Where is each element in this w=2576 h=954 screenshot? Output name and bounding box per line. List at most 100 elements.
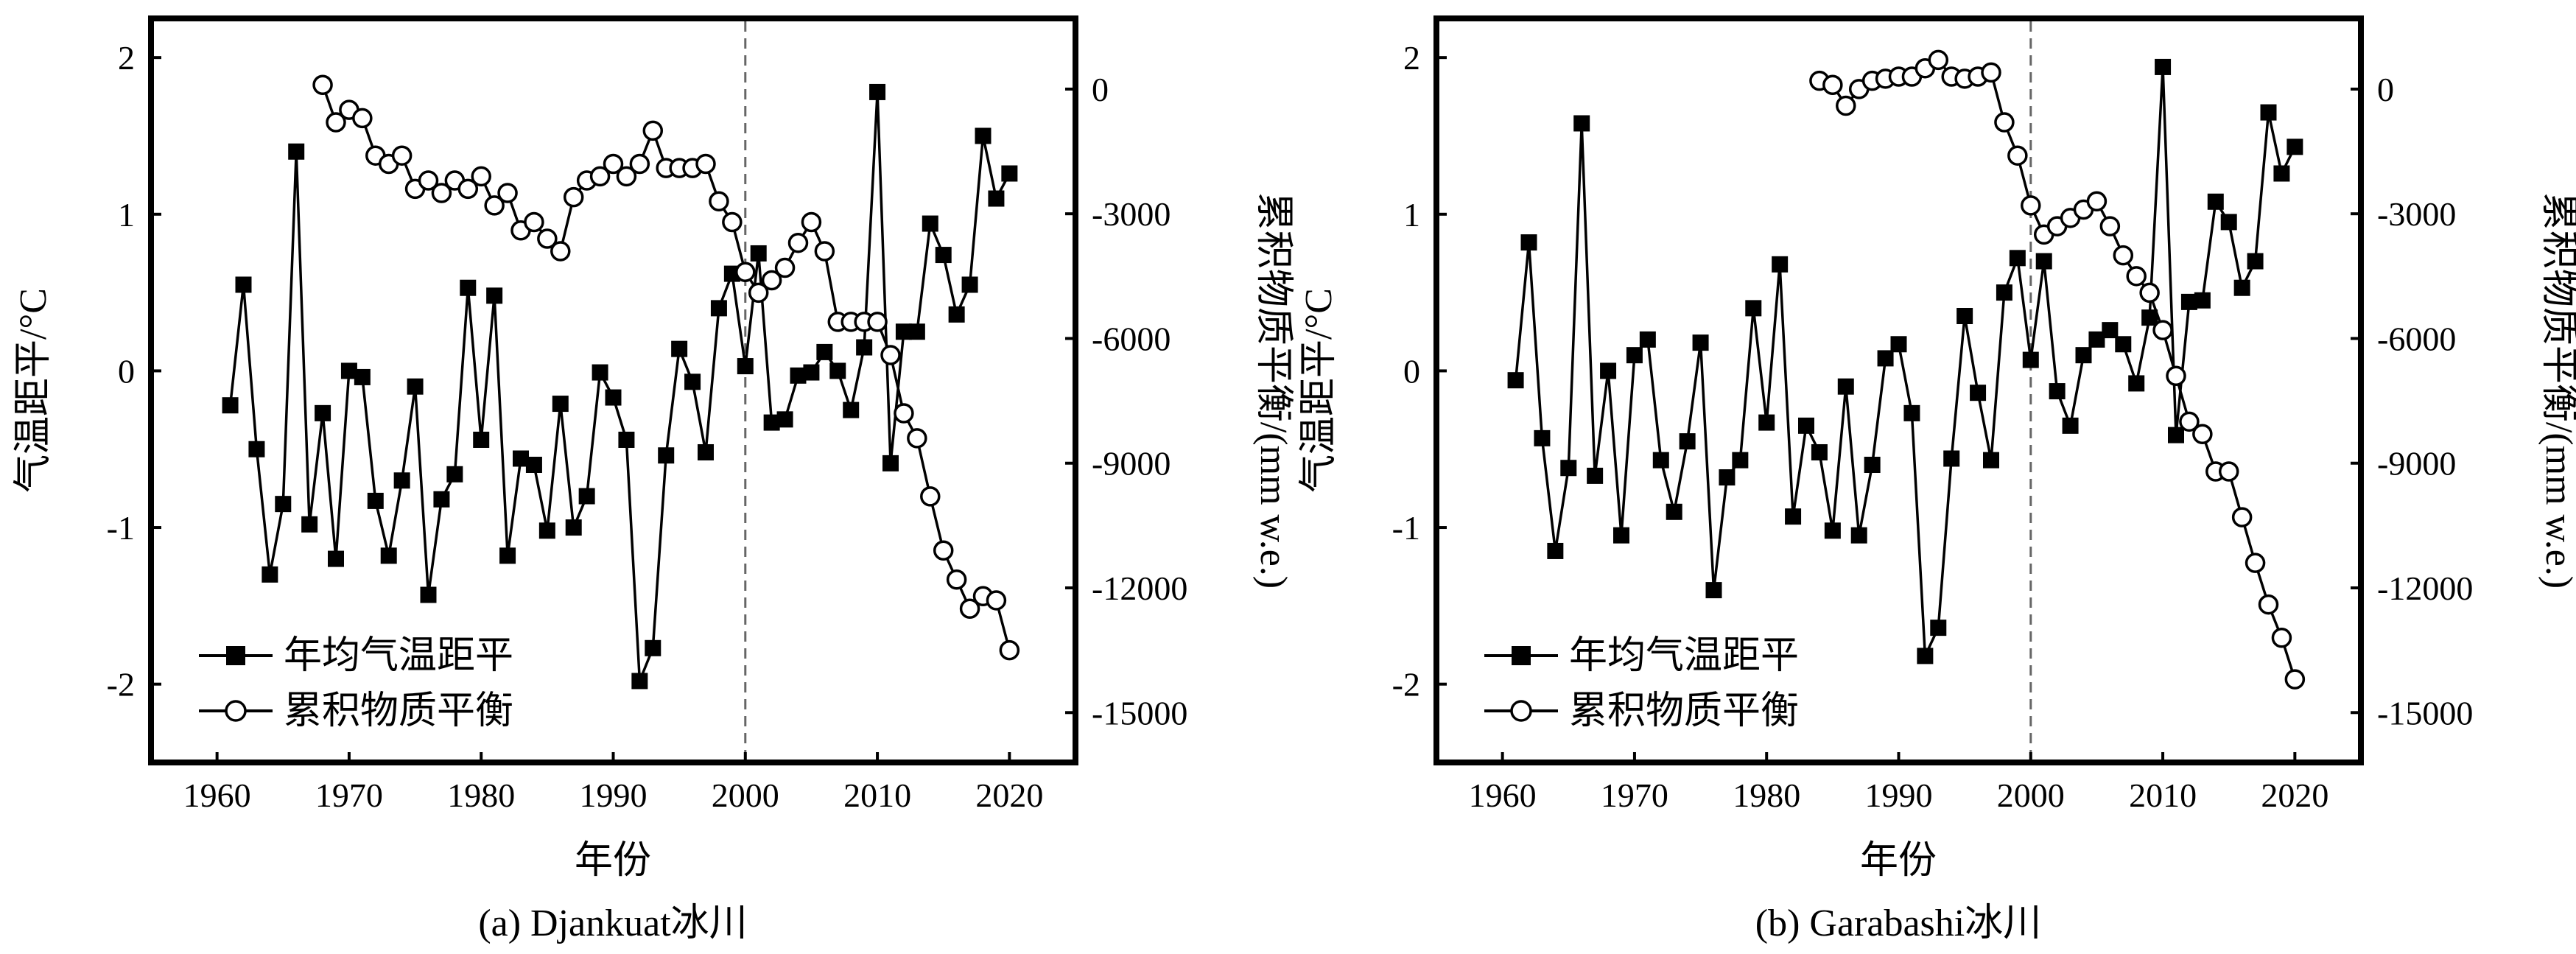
temperature-point <box>1547 542 1564 559</box>
mass-balance-point <box>2179 411 2200 432</box>
mass-balance-point <box>431 183 452 203</box>
temperature-point <box>2022 351 2039 368</box>
mass-balance-point <box>484 195 505 216</box>
temperature-point <box>1679 433 1696 450</box>
temperature-point <box>631 673 648 690</box>
temperature-point <box>513 450 529 467</box>
markers <box>222 74 1020 690</box>
mass-balance-point <box>2139 282 2160 304</box>
temperature-point <box>2207 193 2224 210</box>
y-tick-label-left: 0 <box>118 352 135 390</box>
temperature-point <box>710 300 727 317</box>
temperature-point <box>961 276 978 293</box>
legend-label-temperature: 年均气温距平 <box>1569 635 1799 677</box>
legend-label-temperature: 年均气温距平 <box>284 635 513 677</box>
mass-balance-point <box>907 428 927 449</box>
x-tick-label: 2010 <box>843 776 911 814</box>
legend: 年均气温距平 累积物质平衡 <box>199 635 513 732</box>
x-tick-label: 1980 <box>1733 776 1800 814</box>
temperature-point <box>658 447 675 464</box>
x-tick-label: 1970 <box>315 776 383 814</box>
mass-balance-point <box>471 166 491 187</box>
temperature-point <box>433 491 450 508</box>
mass-balance-point <box>722 211 743 233</box>
legend-label-mass-balance: 累积物质平衡 <box>284 690 513 732</box>
temperature-point <box>275 496 292 513</box>
y-tick-label-left: 0 <box>1403 352 1420 390</box>
mass-balance-point <box>391 145 413 166</box>
y-axis-title-left: 气温距平/°C <box>13 288 55 493</box>
temperature-point <box>922 215 938 232</box>
temperature-point <box>499 547 516 564</box>
temperature-point <box>1745 300 1762 317</box>
mass-balance-point <box>735 262 756 282</box>
y-tick-label-left: 2 <box>118 39 135 77</box>
temperature-point <box>222 397 239 414</box>
temperature-point <box>2049 383 2066 400</box>
temperature-point <box>816 343 833 360</box>
mass-balance-point <box>2113 245 2134 266</box>
temperature-point <box>2260 104 2277 121</box>
temperature-point <box>2180 293 2197 310</box>
temperature-point <box>605 389 622 406</box>
temperature-point <box>763 414 780 431</box>
temperature-point <box>776 411 793 428</box>
mass-balance-point <box>801 211 822 233</box>
temperature-point <box>645 639 661 656</box>
mass-balance-point <box>1994 112 2015 133</box>
temperature-point <box>618 431 635 448</box>
mass-balance-point <box>2021 195 2041 216</box>
axis-ticks: 1960 1970 1980 1990 2000 2010 2020 -2 -1 0 1 2 -1500… <box>107 39 1188 814</box>
y-tick-label-left: -1 <box>1392 509 1420 547</box>
mass-balance-point <box>1836 95 1856 116</box>
mass-balance-point <box>2007 145 2028 166</box>
temperature-point <box>262 566 278 583</box>
temperature-point <box>1520 234 1537 251</box>
y-tick-label-right: -3000 <box>2377 195 2456 233</box>
temperature-point <box>1903 404 1920 421</box>
y-tick-label-left: -2 <box>1392 666 1420 704</box>
temperature-point <box>2220 214 2237 231</box>
mass-balance-point <box>1981 62 2001 83</box>
temperature-point <box>1930 620 1947 636</box>
y-tick-label-right: 0 <box>1092 71 1109 108</box>
mass-balance-point <box>986 590 1007 611</box>
temperature-point <box>1639 331 1656 348</box>
mass-balance-point <box>537 228 558 249</box>
mass-balance-point <box>616 166 637 187</box>
mass-balance-point <box>920 486 941 507</box>
y-axis-title-right: 累积物质平衡/(mm w.e.) <box>1252 192 1294 589</box>
temperature-point <box>1560 460 1577 477</box>
temperature-point <box>935 247 952 264</box>
y-axis-title-left: 气温距平/°C <box>1298 288 1340 493</box>
y-tick-label-left: 1 <box>1403 196 1420 234</box>
mass-balance-point <box>894 403 914 424</box>
temperature-point <box>684 373 701 390</box>
mass-balance-point <box>2284 669 2306 690</box>
temperature-point <box>869 83 886 100</box>
x-axis-title: 年份 <box>575 840 651 882</box>
temperature-point <box>460 279 477 296</box>
temperature-point <box>2194 292 2211 309</box>
temperature-point <box>1732 452 1749 469</box>
temperature-point <box>2088 331 2105 348</box>
mass-balance-point <box>2231 507 2253 527</box>
mass-balance-point <box>933 540 954 561</box>
temperature-point <box>1890 336 1907 353</box>
mass-balance-point <box>2099 216 2121 236</box>
mass-balance-point <box>642 120 664 141</box>
temperature-point <box>1626 347 1643 364</box>
temperature-point <box>1864 457 1881 473</box>
temperature-point <box>288 143 305 160</box>
temperature-point <box>1001 165 1018 182</box>
temperature-point <box>1943 450 1960 467</box>
temperature-point <box>1956 308 1973 324</box>
temperature-point <box>1917 648 1934 664</box>
temperature-point <box>829 362 846 379</box>
mass-balance-point <box>814 241 835 262</box>
legend-marker-temperature <box>1512 646 1531 665</box>
temperature-point <box>473 431 490 448</box>
temperature-point <box>367 492 384 509</box>
temperature-point <box>1613 527 1629 544</box>
temperature-point <box>803 364 820 381</box>
